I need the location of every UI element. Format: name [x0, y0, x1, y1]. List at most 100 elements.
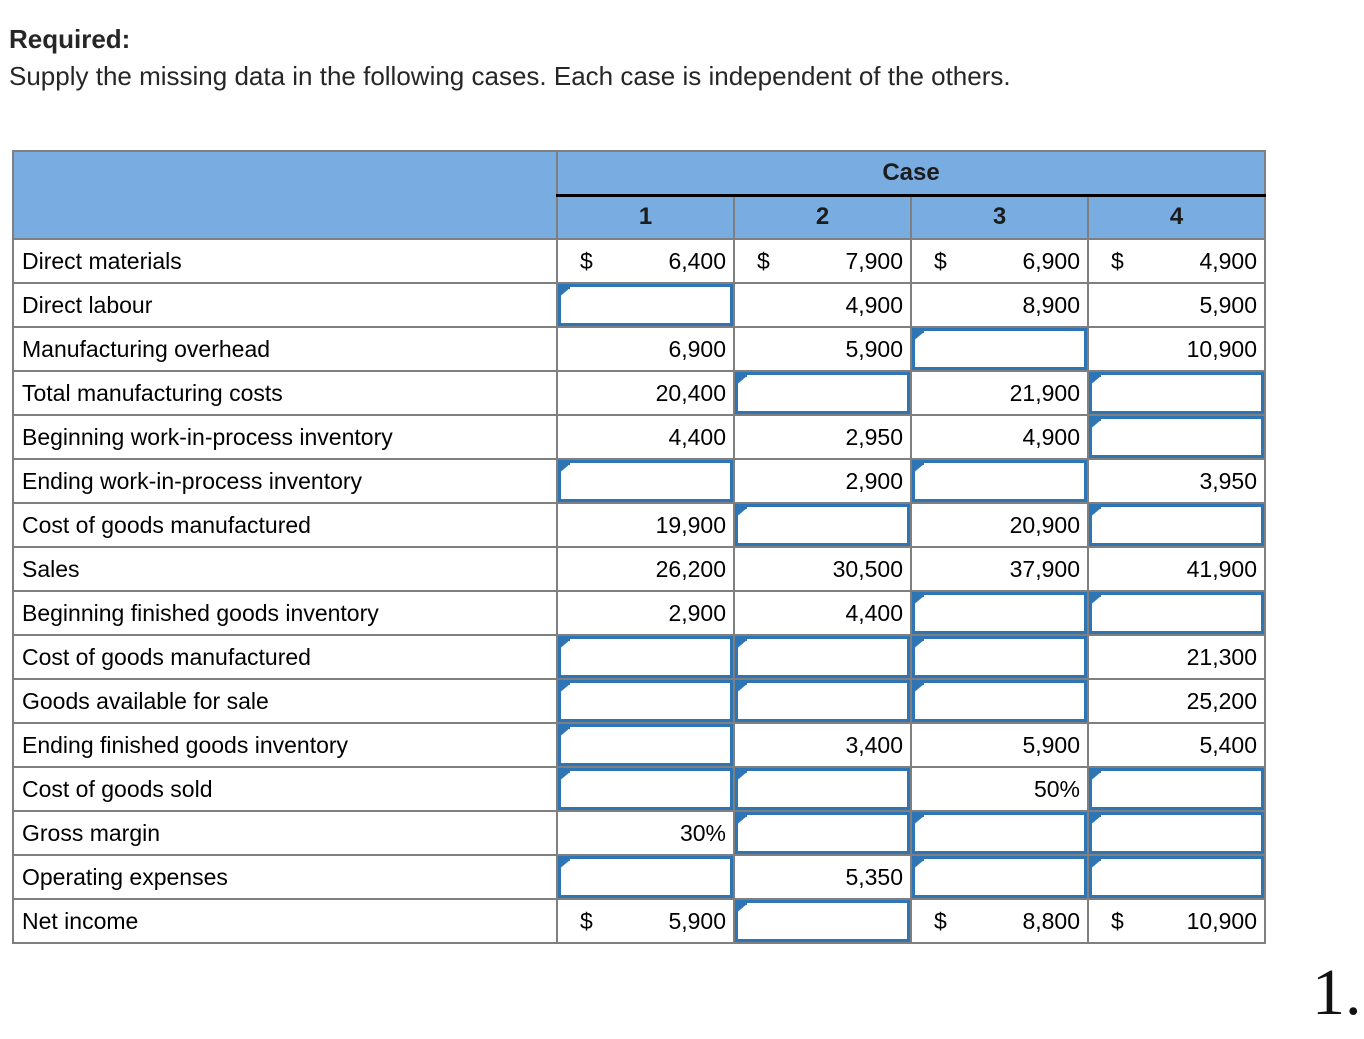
cell-value: 5,400	[1199, 731, 1257, 758]
table-row: Cost of goods manufactured 21,300	[12, 634, 1266, 680]
value-cell: 20,900	[910, 502, 1089, 548]
cell-value: 3,400	[845, 731, 903, 758]
page-numeral: 1.	[1312, 956, 1362, 1029]
missing-value-cell	[1087, 370, 1266, 416]
missing-value-input[interactable]	[736, 769, 909, 809]
missing-value-cell	[1087, 766, 1266, 812]
value-cell: 10,900	[1087, 326, 1266, 372]
row-label: Beginning finished goods inventory	[12, 590, 558, 636]
missing-value-input[interactable]	[1090, 505, 1263, 545]
missing-value-input[interactable]	[559, 285, 732, 325]
missing-value-input[interactable]	[736, 373, 909, 413]
value-cell: 21,900	[910, 370, 1089, 416]
row-label: Beginning work-in-process inventory	[12, 414, 558, 460]
missing-value-input[interactable]	[736, 681, 909, 721]
missing-value-input[interactable]	[913, 681, 1086, 721]
value-cell: 21,300	[1087, 634, 1266, 680]
cell-value: 5,900	[845, 335, 903, 362]
dollar-sign: $	[934, 247, 947, 274]
value-cell: 2,950	[733, 414, 912, 460]
table-row: Net income $5,900 $8,800 $10,900	[12, 898, 1266, 944]
missing-value-cell	[910, 854, 1089, 900]
value-cell: 3,950	[1087, 458, 1266, 504]
missing-value-input[interactable]	[559, 681, 732, 721]
value-cell: 25,200	[1087, 678, 1266, 724]
missing-value-input[interactable]	[1090, 857, 1263, 897]
missing-value-input[interactable]	[736, 813, 909, 853]
case-column-header-2: 2	[733, 194, 912, 240]
cell-value: 7,900	[845, 247, 903, 274]
cell-value: 4,400	[845, 599, 903, 626]
value-cell: $6,900	[910, 238, 1089, 284]
missing-value-input[interactable]	[1090, 373, 1263, 413]
table-row: Manufacturing overhead 6,900 5,900 10,900	[12, 326, 1266, 372]
dollar-sign: $	[580, 247, 593, 274]
value-cell: 2,900	[733, 458, 912, 504]
row-label: Gross margin	[12, 810, 558, 856]
missing-value-input[interactable]	[736, 637, 909, 677]
missing-value-input[interactable]	[559, 857, 732, 897]
row-label: Direct labour	[12, 282, 558, 328]
missing-value-input[interactable]	[913, 461, 1086, 501]
missing-value-cell	[1087, 590, 1266, 636]
missing-value-input[interactable]	[913, 813, 1086, 853]
missing-value-input[interactable]	[913, 857, 1086, 897]
missing-value-cell	[733, 370, 912, 416]
case-column-header-3: 3	[910, 194, 1089, 240]
missing-value-input[interactable]	[736, 901, 909, 941]
missing-value-cell	[733, 898, 912, 944]
value-cell: $10,900	[1087, 898, 1266, 944]
missing-value-input[interactable]	[559, 725, 732, 765]
dollar-sign: $	[580, 907, 593, 934]
missing-value-input[interactable]	[913, 593, 1086, 633]
table-row: Direct materials $6,400 $7,900 $6,900 $4,900	[12, 238, 1266, 284]
table-row: Gross margin 30%	[12, 810, 1266, 856]
missing-value-input[interactable]	[1090, 593, 1263, 633]
cell-value: 6,900	[1022, 247, 1080, 274]
missing-value-input[interactable]	[559, 637, 732, 677]
missing-value-input[interactable]	[736, 505, 909, 545]
missing-value-input[interactable]	[913, 329, 1086, 369]
missing-value-cell	[733, 634, 912, 680]
missing-value-input[interactable]	[559, 461, 732, 501]
cell-value: 20,400	[655, 379, 726, 406]
case-column-header-4: 4	[1087, 194, 1266, 240]
value-cell: 6,900	[556, 326, 735, 372]
missing-value-cell	[910, 634, 1089, 680]
value-cell: 30,500	[733, 546, 912, 592]
value-cell: $7,900	[733, 238, 912, 284]
required-heading: Required:	[9, 24, 131, 54]
cell-value: 41,900	[1186, 555, 1257, 582]
row-label: Net income	[12, 898, 558, 944]
table-row: Beginning work-in-process inventory 4,400…	[12, 414, 1266, 460]
missing-value-input[interactable]	[1090, 769, 1263, 809]
table-row: Direct labour 4,900 8,900 5,900	[12, 282, 1266, 328]
dollar-sign: $	[934, 907, 947, 934]
value-cell: 19,900	[556, 502, 735, 548]
dollar-sign: $	[1111, 907, 1124, 934]
missing-value-cell	[733, 678, 912, 724]
missing-value-input[interactable]	[913, 637, 1086, 677]
cell-value: 21,300	[1186, 643, 1257, 670]
value-cell: 26,200	[556, 546, 735, 592]
row-label: Goods available for sale	[12, 678, 558, 724]
value-cell: 50%	[910, 766, 1089, 812]
missing-value-cell	[910, 678, 1089, 724]
cell-value: 4,400	[668, 423, 726, 450]
row-label: Cost of goods manufactured	[12, 634, 558, 680]
missing-value-input[interactable]	[1090, 813, 1263, 853]
missing-value-cell	[556, 678, 735, 724]
value-cell: 2,900	[556, 590, 735, 636]
missing-value-cell	[556, 722, 735, 768]
missing-value-cell	[733, 810, 912, 856]
table-row: Ending finished goods inventory 3,400 5,90…	[12, 722, 1266, 768]
value-cell: 3,400	[733, 722, 912, 768]
cell-value: 4,900	[1199, 247, 1257, 274]
missing-value-cell	[910, 326, 1089, 372]
cell-value: 5,900	[1199, 291, 1257, 318]
cell-value: 5,900	[668, 907, 726, 934]
value-cell: 30%	[556, 810, 735, 856]
cell-value: 26,200	[655, 555, 726, 582]
missing-value-input[interactable]	[1090, 417, 1263, 457]
missing-value-input[interactable]	[559, 769, 732, 809]
